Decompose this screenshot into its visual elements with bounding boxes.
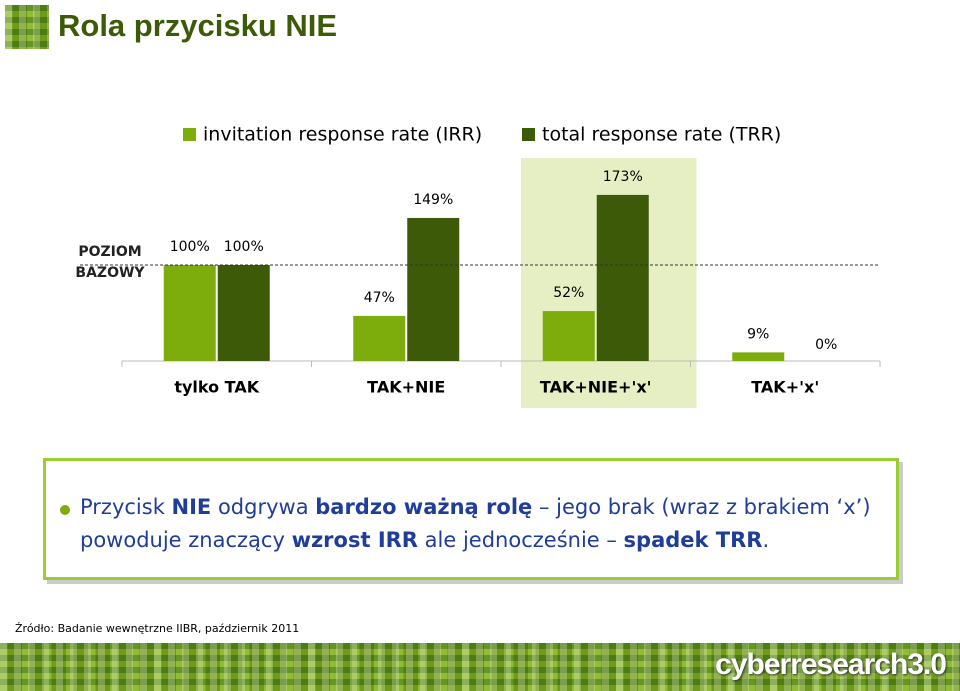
x-tick-label: TAK+'x' bbox=[751, 378, 819, 397]
callout-run: – jego brak (wraz z brakiem ‘x’) bbox=[532, 495, 871, 519]
bar bbox=[163, 265, 216, 361]
legend-label: invitation response rate (IRR) bbox=[203, 124, 482, 146]
x-tick-label: tylko TAK bbox=[174, 378, 259, 397]
bar bbox=[217, 265, 270, 361]
chart: invitation response rate (IRR) total resp… bbox=[75, 124, 881, 408]
value-label: 100% bbox=[170, 239, 210, 255]
value-label: 149% bbox=[413, 192, 453, 208]
callout-run: wzrost IRR bbox=[291, 528, 418, 552]
logo: cyberresearch3.0 bbox=[715, 648, 947, 681]
bullet bbox=[60, 505, 70, 515]
callout-run: NIE bbox=[171, 495, 212, 519]
callout-run: ale jednocześnie – bbox=[417, 528, 624, 552]
slide-title: Rola przycisku NIE bbox=[58, 8, 338, 43]
bar bbox=[353, 315, 406, 361]
callout-run: . bbox=[762, 528, 770, 552]
callout: Przycisk NIE odgrywa bardzo ważną rolę –… bbox=[43, 458, 899, 580]
reference-label: BAZOWY bbox=[75, 265, 145, 281]
x-tick-label: TAK+NIE bbox=[367, 378, 445, 397]
callout-line: Przycisk NIE odgrywa bardzo ważną rolę –… bbox=[80, 491, 896, 524]
bar bbox=[407, 217, 460, 361]
callout-line: powoduje znaczący wzrost IRR ale jednocz… bbox=[80, 524, 896, 557]
value-label: 173% bbox=[603, 169, 643, 185]
reference-label: POZIOM bbox=[78, 244, 141, 260]
value-label: 9% bbox=[747, 326, 769, 342]
callout-run: odgrywa bbox=[211, 495, 316, 519]
bar bbox=[596, 194, 649, 361]
legend-label: total response rate (TRR) bbox=[542, 124, 781, 146]
footer-band bbox=[0, 643, 960, 691]
callout-run: powoduje znaczący bbox=[80, 528, 292, 552]
callout-run: spadek TRR bbox=[623, 528, 763, 552]
value-label: 47% bbox=[364, 290, 395, 306]
value-label: 52% bbox=[553, 285, 584, 301]
title-icon bbox=[5, 5, 49, 49]
callout-run: Przycisk bbox=[80, 495, 172, 519]
bar bbox=[542, 311, 595, 361]
value-label: 0% bbox=[815, 337, 837, 353]
callout-run: bardzo ważną rolę bbox=[315, 495, 533, 519]
x-tick-label: TAK+NIE+'x' bbox=[540, 378, 652, 397]
bar bbox=[732, 352, 785, 361]
legend-swatch bbox=[183, 128, 196, 141]
source: Źródło: Badanie wewnętrzne IIBR, paździe… bbox=[15, 622, 300, 635]
value-label: 100% bbox=[224, 239, 264, 255]
legend-swatch bbox=[522, 128, 535, 141]
